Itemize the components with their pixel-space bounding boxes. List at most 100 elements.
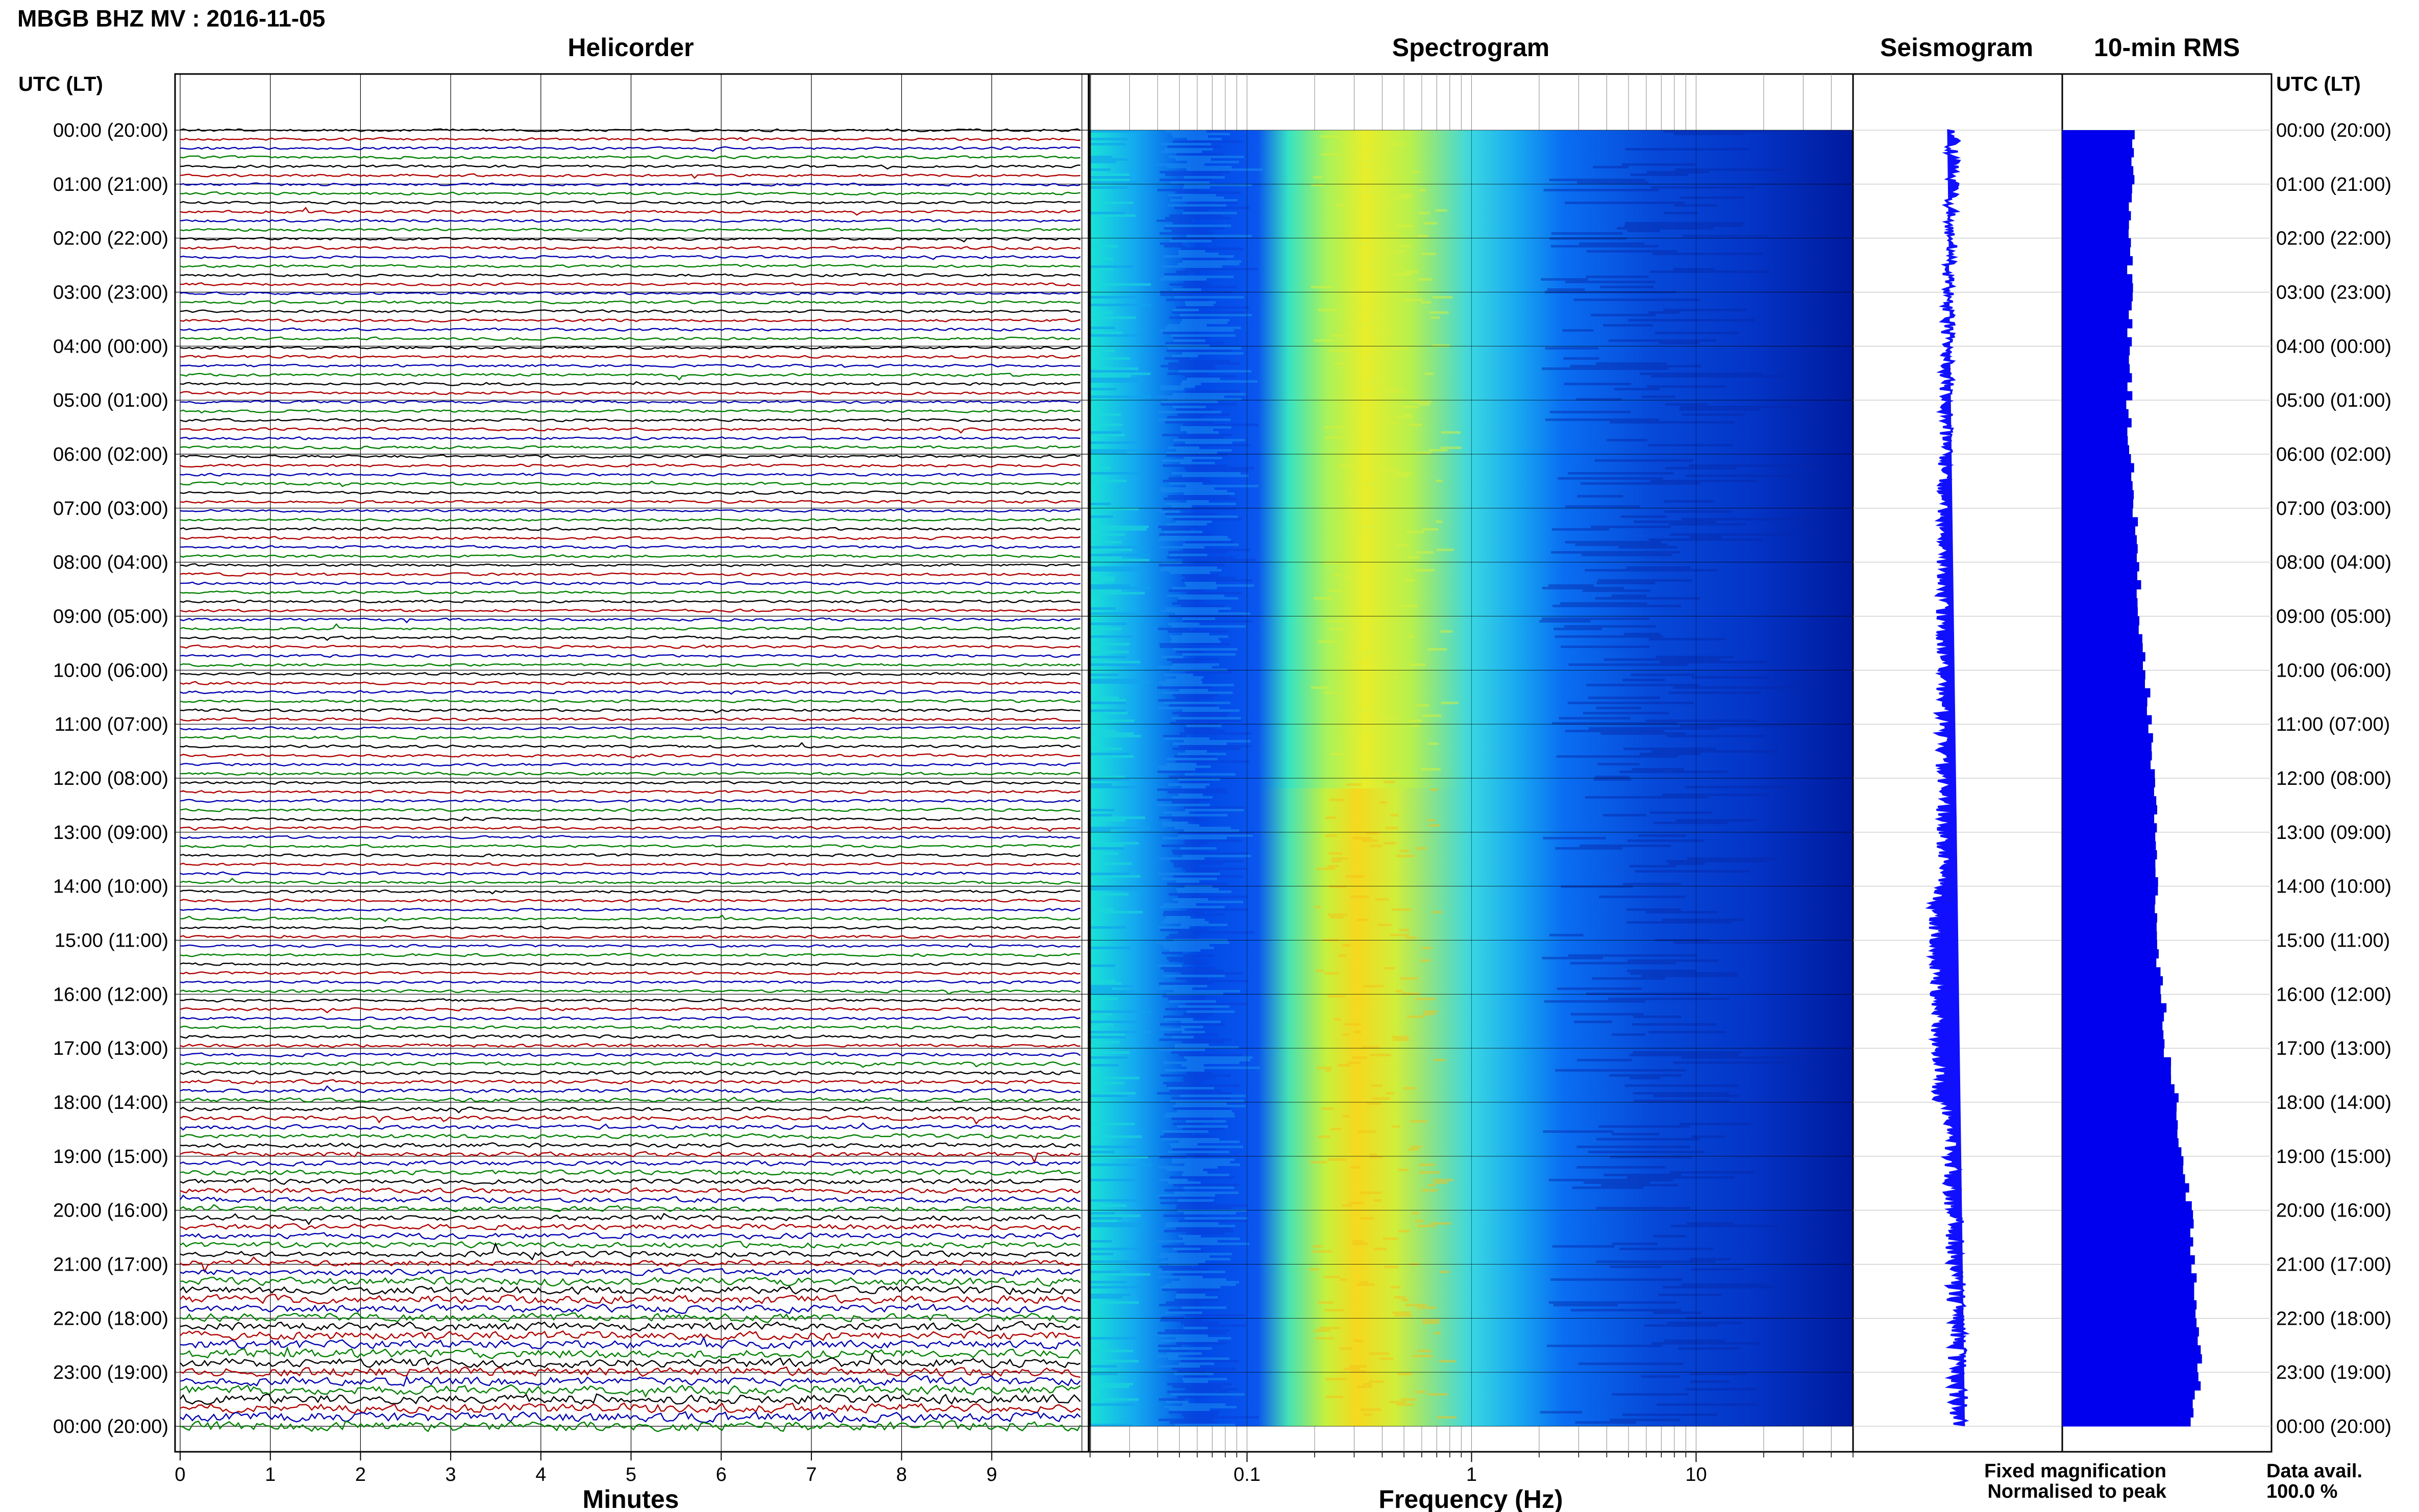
spectrogram-speckle bbox=[1441, 702, 1459, 704]
spectrogram-streak bbox=[1555, 1069, 1687, 1072]
spectrogram-streak bbox=[1182, 1128, 1225, 1130]
spectrogram-streak bbox=[1090, 311, 1113, 314]
spectrogram-streak bbox=[1169, 1000, 1216, 1003]
time-label-right: 04:00 (00:00) bbox=[2276, 336, 2391, 357]
spectrogram-streak bbox=[1184, 1324, 1247, 1327]
spectrogram-speckle bbox=[1411, 1212, 1419, 1214]
spectrogram-streak bbox=[1173, 1184, 1239, 1186]
spectrogram-speckle bbox=[1372, 625, 1383, 628]
time-label-right: 00:00 (20:00) bbox=[2276, 120, 2391, 141]
spectrogram-streak bbox=[1177, 1110, 1232, 1112]
rms-bar bbox=[2062, 661, 2143, 671]
rms-bar bbox=[2062, 202, 2129, 212]
spectrogram-speckle bbox=[1352, 722, 1362, 725]
spectrogram-streak bbox=[1164, 737, 1210, 740]
spectrogram-streak bbox=[1160, 768, 1196, 771]
spectrogram-streak bbox=[1162, 566, 1217, 569]
spectrogram-streak bbox=[1090, 755, 1134, 758]
spectrogram-streak bbox=[1090, 1398, 1139, 1401]
spectrogram-speckle bbox=[1311, 686, 1330, 689]
spectrogram-streak bbox=[1167, 350, 1232, 352]
spectrogram-streak bbox=[1159, 278, 1207, 281]
spectrogram-streak bbox=[1166, 299, 1210, 301]
spectrogram-streak bbox=[1563, 357, 1599, 360]
spectrogram-streak bbox=[1178, 253, 1219, 255]
rms-bar bbox=[2062, 481, 2133, 491]
spectrogram-streak bbox=[1178, 896, 1249, 898]
spectrogram-streak bbox=[1177, 1125, 1228, 1128]
spectrogram-speckle bbox=[1367, 505, 1378, 508]
spectrogram-streak bbox=[1172, 1273, 1201, 1276]
spectrogram-streak bbox=[1174, 207, 1250, 209]
spectrogram-streak bbox=[1161, 967, 1215, 970]
helicorder-trace bbox=[180, 300, 1081, 305]
helicorder-trace bbox=[180, 878, 1081, 885]
spectrogram-streak bbox=[1090, 1212, 1115, 1214]
spectrogram-speckle bbox=[1396, 855, 1415, 857]
spectrogram-streak bbox=[1612, 1133, 1660, 1135]
rms-bar bbox=[2062, 1120, 2178, 1130]
spectrogram-streak bbox=[1588, 1151, 1705, 1153]
spectrogram-streak bbox=[1162, 824, 1199, 827]
spectrogram-streak bbox=[1090, 885, 1138, 888]
spectrogram-streak bbox=[1090, 212, 1126, 214]
rms-bar bbox=[2062, 967, 2161, 977]
spectrogram-streak bbox=[1171, 661, 1202, 663]
spectrogram-streak bbox=[1183, 1416, 1260, 1419]
spectrogram-streak bbox=[1159, 569, 1222, 572]
spectrogram-streak bbox=[1167, 1383, 1232, 1385]
helicorder-trace bbox=[180, 182, 1081, 187]
frequency-axis: 0.1 1 10 bbox=[1090, 1452, 1854, 1485]
spectrogram-streak bbox=[1090, 1360, 1139, 1362]
helicorder-trace bbox=[180, 925, 1081, 930]
helicorder-trace bbox=[180, 1276, 1081, 1287]
spectrogram-streak bbox=[1165, 1008, 1214, 1010]
spectrogram-streak bbox=[1648, 538, 1762, 541]
helicorder-trace bbox=[180, 536, 1081, 540]
helicorder-trace bbox=[180, 544, 1081, 550]
spectrogram-speckle bbox=[1423, 222, 1438, 225]
minute-tick-label: 9 bbox=[986, 1464, 997, 1485]
spectrogram-speckle bbox=[1365, 482, 1379, 485]
spectrogram-streak bbox=[1090, 712, 1128, 714]
spectrogram-speckle bbox=[1321, 153, 1339, 156]
spectrogram-streak bbox=[1172, 742, 1227, 745]
spectrogram-streak bbox=[1666, 860, 1766, 862]
helicorder-trace bbox=[180, 1402, 1081, 1414]
rms-bar bbox=[2062, 301, 2132, 311]
rms-bar bbox=[2062, 787, 2154, 797]
helicorder-trace bbox=[180, 390, 1081, 395]
helicorder-trace bbox=[180, 264, 1081, 268]
rms-bar bbox=[2062, 1174, 2185, 1184]
spectrogram-streak bbox=[1172, 1161, 1230, 1163]
spectrogram-streak bbox=[1161, 151, 1202, 153]
spectrogram-streak bbox=[1185, 1314, 1245, 1317]
rms-bar bbox=[2062, 1318, 2197, 1328]
rms-bar bbox=[2062, 1003, 2167, 1013]
spectrogram-streak bbox=[1090, 1051, 1130, 1054]
spectrogram-streak bbox=[1090, 819, 1126, 822]
spectrogram-speckle bbox=[1357, 1130, 1376, 1133]
helicorder-trace bbox=[180, 1106, 1081, 1113]
time-label-right: 11:00 (07:00) bbox=[2276, 714, 2390, 735]
helicorder-trace bbox=[180, 1097, 1081, 1103]
spectrogram-streak bbox=[1565, 541, 1661, 543]
spectrogram-speckle bbox=[1379, 1357, 1394, 1360]
rms-bar bbox=[2062, 436, 2128, 445]
helicorder-trace bbox=[180, 654, 1081, 658]
spectrogram-speckle bbox=[1386, 1092, 1394, 1095]
spectrogram-speckle bbox=[1346, 293, 1364, 296]
spectrogram-streak bbox=[1161, 610, 1219, 612]
spectrogram-speckle bbox=[1373, 485, 1388, 487]
spectrogram-speckle bbox=[1334, 362, 1347, 365]
helicorder-trace bbox=[180, 373, 1081, 381]
spectrogram-streak bbox=[1167, 791, 1228, 794]
spectrogram-streak bbox=[1173, 990, 1241, 993]
rms-bar bbox=[2062, 445, 2129, 455]
spectrogram-streak bbox=[1646, 911, 1718, 913]
spectrogram-streak bbox=[1541, 278, 1588, 281]
spectrogram-streak bbox=[1167, 373, 1208, 375]
spectrogram-streak bbox=[1588, 697, 1661, 699]
helicorder-trace bbox=[180, 237, 1081, 243]
helicorder-trace bbox=[180, 1151, 1081, 1164]
